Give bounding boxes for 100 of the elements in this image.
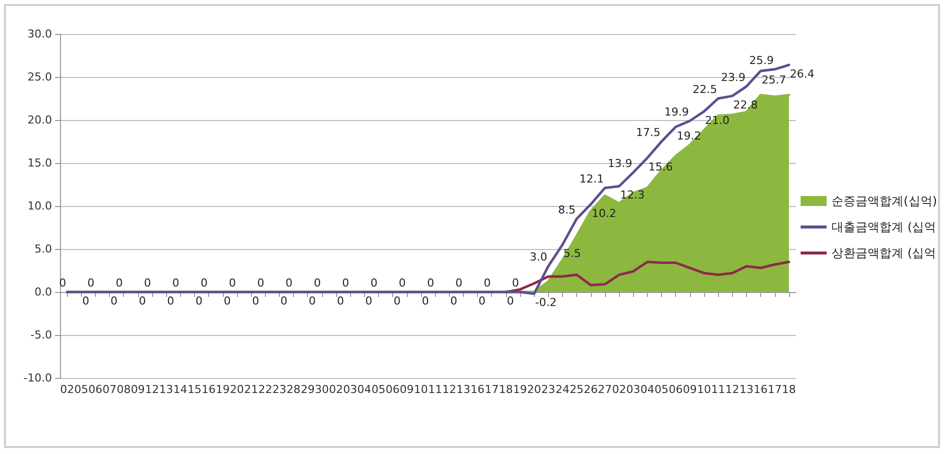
data-label: 0: [280, 294, 288, 308]
y-tick-label: 25.0: [28, 70, 52, 84]
x-tick-label: 07: [102, 383, 117, 396]
data-label: 0: [286, 276, 293, 290]
x-tick-label: 18: [498, 383, 513, 396]
x-tick-label: 10: [697, 383, 711, 396]
data-label: 0: [422, 294, 429, 308]
x-tick-label: 24: [555, 383, 570, 396]
x-tick-label: 18: [782, 383, 796, 396]
y-tick-label: -5.0: [30, 328, 52, 342]
x-tick-label: 22: [258, 383, 272, 396]
line-series: [504, 260, 790, 294]
data-label: 5.5: [563, 247, 581, 260]
y-tick-label: 5.0: [34, 242, 52, 256]
x-tick-label: 09: [400, 383, 414, 396]
data-label: 26.4: [790, 67, 814, 80]
data-label: 0: [167, 294, 174, 308]
x-tick-label: 11: [428, 383, 442, 396]
x-tick-label: 02: [60, 383, 74, 396]
x-tick-label: 16: [754, 383, 768, 396]
x-tick-label: 21: [244, 383, 258, 396]
x-tick-label: 06: [668, 383, 683, 396]
x-tick-label: 11: [711, 383, 726, 396]
data-label: 0: [394, 294, 401, 308]
data-label: 0: [478, 294, 486, 308]
y-tick-label: 15.0: [28, 156, 52, 170]
data-label: 0: [110, 294, 118, 308]
data-label: 13.9: [608, 156, 632, 170]
data-label: 0: [224, 294, 231, 308]
x-tick-label: 08: [116, 383, 131, 396]
x-tick-label: 03: [626, 383, 640, 396]
data-label: 3.0: [530, 250, 548, 264]
x-tick-label: 17: [768, 383, 782, 396]
data-label: 0: [512, 276, 519, 290]
x-tick-label: 05: [654, 383, 669, 396]
y-tick-label: -10.0: [24, 372, 52, 384]
data-label: 0: [342, 276, 350, 290]
y-tick-label: 0.0: [34, 286, 52, 298]
x-tick-label: 12: [442, 383, 456, 396]
x-tick-label: 20: [527, 383, 542, 396]
data-label: 0: [195, 294, 202, 308]
data-label: 0: [228, 276, 236, 290]
y-tick-label: 10.0: [28, 200, 52, 212]
x-tick-label: 19: [513, 383, 527, 396]
x-tick-label: 19: [216, 383, 230, 396]
x-tick-label: 17: [484, 383, 499, 396]
data-label: 0: [59, 276, 66, 290]
legend-label: 대출금액합계 (십억: [832, 220, 936, 234]
data-label: 0: [252, 294, 260, 308]
data-label: 0: [314, 276, 321, 290]
x-tick-label: 09: [130, 383, 145, 396]
data-label: 0: [138, 294, 146, 308]
x-tick-label: 16: [202, 383, 216, 396]
x-tick-label: 23: [272, 383, 286, 396]
data-label: 22.5: [692, 83, 718, 96]
x-tick-label: 15: [187, 383, 202, 396]
data-label: 0: [337, 294, 344, 308]
data-label: 0: [116, 276, 123, 290]
data-label: 23.9: [720, 70, 746, 84]
data-label: 17.5: [636, 126, 661, 139]
x-tick-label: 16: [470, 383, 485, 396]
data-label: 0: [427, 276, 434, 290]
x-tick-label: 02: [329, 383, 343, 396]
x-tick-label: 04: [357, 383, 372, 396]
x-tick-label: 13: [159, 383, 174, 396]
x-tick-label: 09: [682, 383, 697, 396]
x-tick-label: 10: [414, 383, 428, 396]
x-tick-label: 26: [584, 383, 598, 396]
x-tick-label: 20: [230, 383, 244, 396]
x-tick-label: 05: [371, 383, 386, 396]
x-tick-label: 02: [612, 383, 626, 396]
x-tick-label: 06: [88, 383, 102, 396]
x-tick-label: 13: [456, 383, 470, 396]
data-label: 0: [365, 294, 372, 308]
x-tick-label: 25: [570, 383, 584, 396]
data-label: 10.2: [592, 206, 616, 220]
data-label: 19.9: [664, 105, 689, 118]
data-label: 0: [455, 276, 462, 290]
data-label: 0: [82, 294, 90, 308]
y-tick-label: 30.0: [28, 28, 52, 40]
x-tick-label: 12: [145, 383, 159, 396]
legend-label: 순증금액합계(십억): [832, 194, 938, 208]
x-tick-label: 12: [725, 383, 740, 396]
x-tick-label: 14: [173, 383, 188, 396]
data-label: 0: [200, 276, 208, 290]
x-tick-label: 04: [640, 383, 654, 396]
data-label: 25.7: [762, 73, 786, 86]
x-tick-label: 23: [541, 383, 556, 396]
x-tick-label: 29: [300, 383, 315, 396]
data-label: -0.2: [535, 296, 557, 310]
legend-label: 상환금액합계 (십억: [832, 246, 936, 260]
data-label: 12.1: [579, 172, 604, 186]
x-tick-label: 13: [739, 383, 754, 396]
data-label: 0: [144, 276, 151, 290]
x-tick-label: 03: [343, 383, 358, 396]
data-label: 0: [370, 276, 378, 290]
x-tick-label: 05: [74, 383, 88, 396]
data-label: 25.9: [749, 54, 774, 67]
x-tick-label: 06: [386, 383, 400, 396]
data-label: 0: [484, 276, 491, 290]
